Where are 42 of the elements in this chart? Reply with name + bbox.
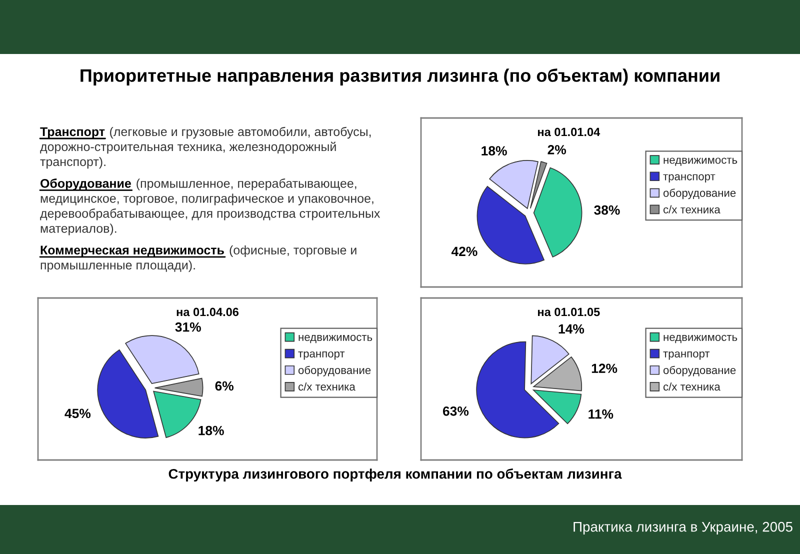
legend-label: недвижимость	[664, 334, 738, 344]
data-label: 38%	[594, 205, 620, 215]
data-label: 18%	[482, 146, 507, 156]
legend-label: с/х техника	[663, 382, 720, 391]
text: Приоритетные направления развития лизинга (по объектам) компании	[80, 68, 720, 86]
data-label: 42%	[451, 246, 478, 256]
data-label: 14%	[558, 324, 584, 334]
text: (легковые и грузовые автомобили, автобусы,	[110, 126, 371, 139]
legend-label: транпорт	[298, 351, 345, 360]
text: (промышленное, перерабатывающее,	[136, 178, 356, 190]
legend-label: недвижимость	[298, 334, 372, 344]
text: (офисные, торговые и	[230, 245, 356, 257]
text: транспорт).	[40, 156, 106, 169]
data-label: 12%	[592, 364, 618, 373]
text: Коммерческая недвижимость	[40, 246, 224, 257]
legend-label: оборудование	[298, 366, 371, 376]
legend-label: транспорт	[663, 174, 716, 183]
legend-label: оборудование	[663, 366, 736, 376]
legend-label: с/х техника	[298, 382, 356, 391]
text: дорожно-строительная техника, железнодорожный	[40, 142, 336, 154]
data-label: 18%	[198, 426, 224, 436]
chart-title: на 01.04.06	[176, 308, 239, 316]
text: Структура лизингового портфеля компании по объектам лизинга	[168, 468, 622, 482]
text: материалов).	[40, 224, 116, 236]
data-label: 63%	[442, 406, 469, 416]
text: медицинское, торговое, полиграфическое и упаковочное,	[40, 194, 374, 206]
chart-title: на 01.01.05	[538, 308, 600, 316]
data-label: 2%	[548, 145, 566, 154]
chart-title: на 01.01.04	[538, 128, 600, 136]
text: Оборудование	[40, 178, 131, 190]
text: деревообрабатывающее, для производства строительных	[40, 208, 380, 220]
text: промышленные площади).	[40, 260, 195, 272]
data-label: 6%	[215, 381, 234, 391]
data-label: 31%	[175, 322, 201, 332]
legend-label: с/х техника	[663, 205, 720, 214]
legend-label: недвижимость	[664, 158, 738, 166]
data-label: 45%	[64, 408, 91, 418]
legend-label: транпорт	[663, 351, 710, 360]
data-label: 11%	[588, 409, 614, 419]
legend-label: оборудование	[663, 188, 736, 200]
text: Практика лизинга в Украине, 2005	[574, 522, 792, 534]
text: Транспорт	[40, 127, 105, 139]
